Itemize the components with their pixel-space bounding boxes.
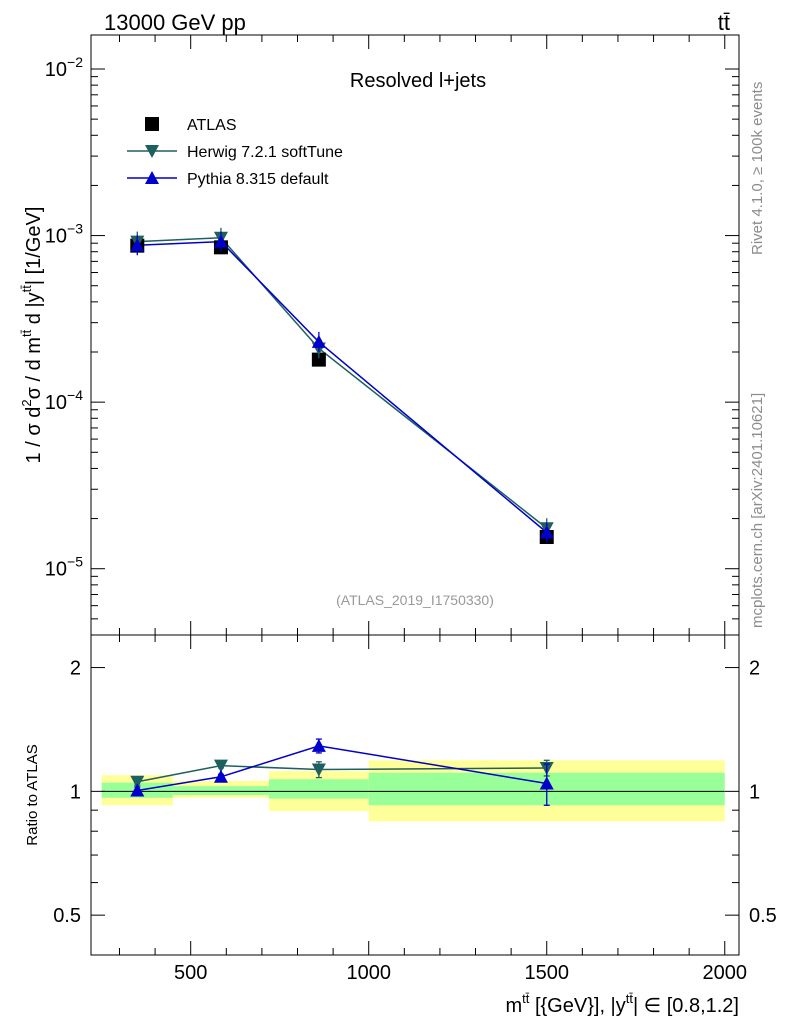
x-tick-label: 2000 [703, 962, 748, 984]
y-axis-label-ratio: Ratio to ATLAS [24, 744, 41, 845]
ratio-tick-label-right: 2 [749, 658, 760, 680]
ratio-panel: 0.5 0.5 1 1 2 2 [53, 634, 777, 956]
header-right: tt̄ [718, 10, 730, 35]
main-data [130, 227, 554, 545]
ratio-tick-label-left: 2 [70, 658, 81, 680]
ratio-point-herwig-7-2-1-softtune [130, 775, 145, 789]
ratio-band-inner [172, 786, 270, 795]
y-tick-label: 10−5 [45, 554, 83, 581]
ratio-point-pythia-8-315-default [213, 769, 228, 783]
y-tick-label: 10−3 [45, 221, 83, 248]
ratio-ticks: 0.5 0.5 1 1 2 2 [53, 635, 777, 956]
legend-marker-atlas [145, 117, 159, 131]
series-point-pythia-8-315-default [213, 234, 228, 248]
series-line-pythia-8-315-default [137, 240, 548, 534]
x-tick-labels: 500 1000 1500 2000 [174, 962, 747, 984]
series-point-atlas [311, 352, 326, 367]
x-axis-label: mtt̄ [{GeV}], |ytt̄| ∈ [0.8,1.2] [505, 991, 739, 1017]
ratio-tick-label-right: 1 [749, 781, 760, 803]
legend-label-pythia-8-315-default: Pythia 8.315 default [187, 171, 329, 188]
ratio-point-pythia-8-315-default [130, 783, 145, 797]
y-axis-label-main: 1 / σ d2σ / d mtt̄ d |ytt̄| [1/GeV] [19, 207, 45, 464]
main-ticks: 10−5 10−4 10−3 10−2 [45, 35, 739, 636]
ratio-data [130, 738, 554, 806]
legend-label-herwig-7-2-1-softtune: Herwig 7.2.1 softTune [187, 144, 343, 161]
ratio-tick-label-left: 0.5 [53, 905, 81, 927]
ratio-tick-label-right: 0.5 [749, 905, 777, 927]
legend: ATLAS Herwig 7.2.1 softTune Pythia 8.315 d… [127, 117, 343, 188]
main-panel: 10−5 10−4 10−3 10−2 Resolved l+jets (ATLAS_… [45, 34, 740, 636]
ratio-point-herwig-7-2-1-softtune [213, 759, 228, 773]
series-line-herwig-7-2-1-softtune [137, 237, 548, 529]
legend-label-atlas: ATLAS [187, 117, 237, 134]
ratio-point-herwig-7-2-1-softtune [311, 763, 326, 777]
plot-title: Resolved l+jets [350, 70, 486, 92]
legend-marker-herwig-7-2-1-softtune [145, 145, 159, 158]
y-tick-label: 10−2 [45, 54, 83, 81]
ratio-tick-label-left: 1 [70, 781, 81, 803]
side-label-top: Rivet 4.1.0, ≥ 100k events [749, 82, 766, 255]
x-tick-label: 500 [174, 962, 207, 984]
series-point-pythia-8-315-default [539, 525, 554, 539]
side-label-bottom: mcplots.cern.ch [arXiv:2401.10621] [749, 393, 766, 628]
ratio-line-herwig-7-2-1-softtune [137, 764, 547, 783]
ratio-point-pythia-8-315-default [311, 738, 326, 752]
header-left: 13000 GeV pp [104, 10, 246, 35]
ratio-point-pythia-8-315-default [539, 776, 554, 790]
series-point-pythia-8-315-default [311, 334, 326, 348]
x-tick-label: 1000 [346, 962, 391, 984]
series-point-pythia-8-315-default [130, 238, 145, 252]
analysis-label: (ATLAS_2019_I1750330) [336, 592, 494, 608]
y-tick-label: 10−4 [45, 387, 83, 414]
x-tick-label: 1500 [524, 962, 569, 984]
ratio-frame [90, 634, 740, 956]
ratio-line-pythia-8-315-default [137, 745, 547, 792]
legend-marker-pythia-8-315-default [145, 171, 159, 184]
ratio-band-inner [269, 779, 369, 799]
